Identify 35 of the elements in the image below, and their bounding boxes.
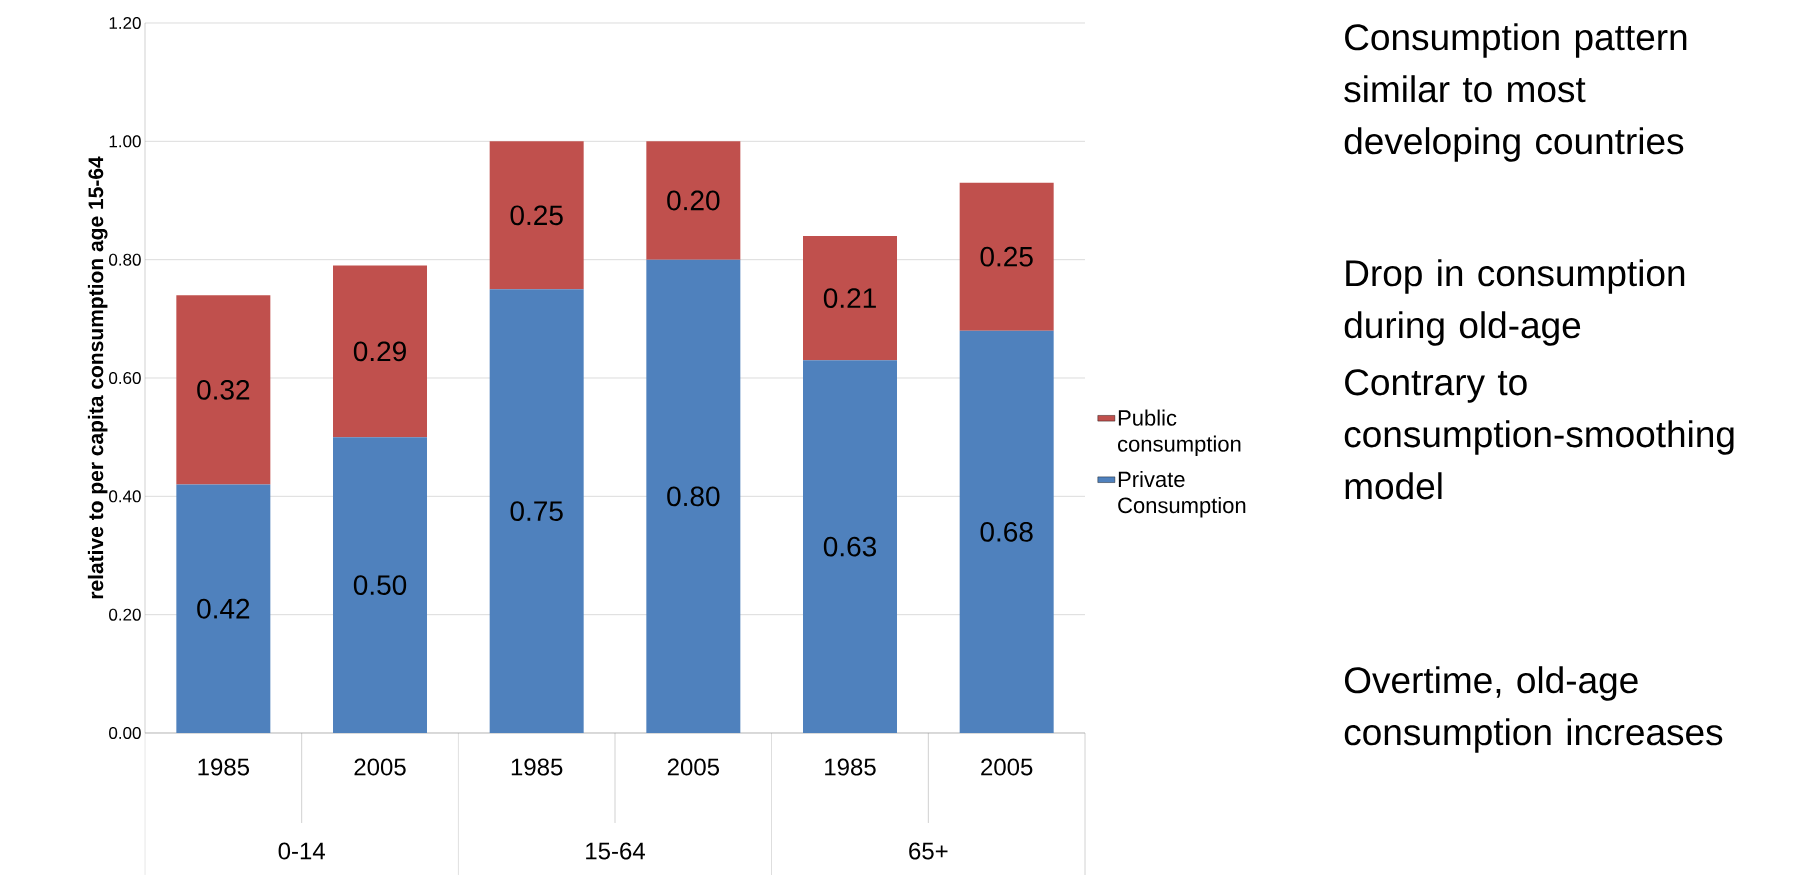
data-label: 0.20 — [667, 190, 720, 211]
data-label: 0.25 — [510, 205, 563, 226]
y-tick-label: 0.80 — [109, 253, 141, 266]
x-tick-label: 2005 — [667, 758, 720, 776]
data-label: 0.21 — [823, 288, 876, 309]
y-tick-label: 1.20 — [109, 16, 141, 30]
text: Drop in consumption during old-age — [1344, 259, 1685, 346]
y-tick-label: 0.60 — [109, 371, 141, 385]
y-axis-title: relative to per capita consumption age 15-64 — [87, 156, 108, 599]
x-tick-label: 2005 — [981, 758, 1033, 776]
data-label: 0.50 — [353, 575, 407, 595]
data-label: 0.75 — [510, 501, 563, 522]
data-label: 0.63 — [823, 536, 877, 557]
data-label: 0.42 — [197, 598, 250, 619]
legend-label: Private Consumption — [1118, 470, 1246, 518]
data-label: 0.68 — [980, 521, 1033, 542]
y-tick-label: 0.00 — [109, 726, 141, 740]
x-tick-label: 1985 — [198, 758, 250, 776]
x-tick-label: 1985 — [825, 758, 876, 776]
x-tick-label: 1985 — [511, 758, 563, 776]
text: 15-64 — [586, 842, 645, 860]
y-tick-label: 1.00 — [109, 135, 141, 148]
text: 65+ — [909, 842, 948, 860]
data-label: 0.29 — [353, 341, 406, 362]
text: Overtime, old-age consumption increases — [1344, 666, 1723, 753]
data-label: 0.80 — [667, 486, 720, 507]
text: Consumption pattern similar to most developing countries — [1344, 23, 1687, 162]
y-tick-label: 0.20 — [109, 608, 141, 621]
text: Contrary to consumption-smoothing model — [1344, 369, 1734, 500]
data-label: 0.25 — [980, 246, 1033, 267]
data-label: 0.32 — [197, 379, 250, 400]
text: 0-14 — [278, 842, 325, 860]
y-tick-label: 0.40 — [109, 490, 141, 503]
legend-label: Public consumption — [1118, 409, 1241, 457]
x-tick-label: 2005 — [354, 758, 406, 776]
